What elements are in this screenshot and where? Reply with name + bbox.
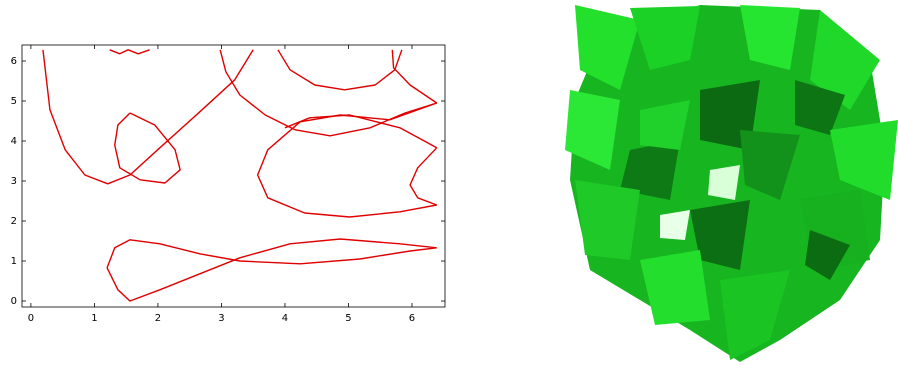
surface-hole [708,165,740,200]
page: 01234560123456 (() => { const data = JSO… [0,0,898,365]
y-tick-label: 4 [11,136,17,147]
x-tick-label: 2 [155,313,161,324]
curve [115,113,180,183]
curve [278,50,402,90]
curve [110,50,150,54]
surface-hole [660,210,690,240]
y-tick-label: 3 [11,176,17,187]
y-tick-label: 5 [11,96,17,107]
x-tick-label: 3 [218,313,224,324]
surface-patch [640,250,710,325]
surface-patch [575,180,640,260]
curve [43,50,253,184]
x-tick-label: 4 [282,313,288,324]
x-tick-label: 0 [28,313,34,324]
chart: 0 1 2 3 4 5 6 0 1 2 3 4 5 6 [0,0,898,365]
y-tick-label: 6 [11,56,17,67]
y-tick-label: 1 [11,256,17,267]
curve [220,50,437,136]
x-tick-label: 1 [91,313,97,324]
x-tick-label: 6 [409,313,415,324]
surface-3d [565,5,898,362]
x-tick-label: 5 [345,313,351,324]
y-tick-label: 0 [11,296,17,307]
curve [107,239,437,301]
y-tick-label: 2 [11,216,17,227]
curve [410,148,437,205]
curve [258,103,437,217]
